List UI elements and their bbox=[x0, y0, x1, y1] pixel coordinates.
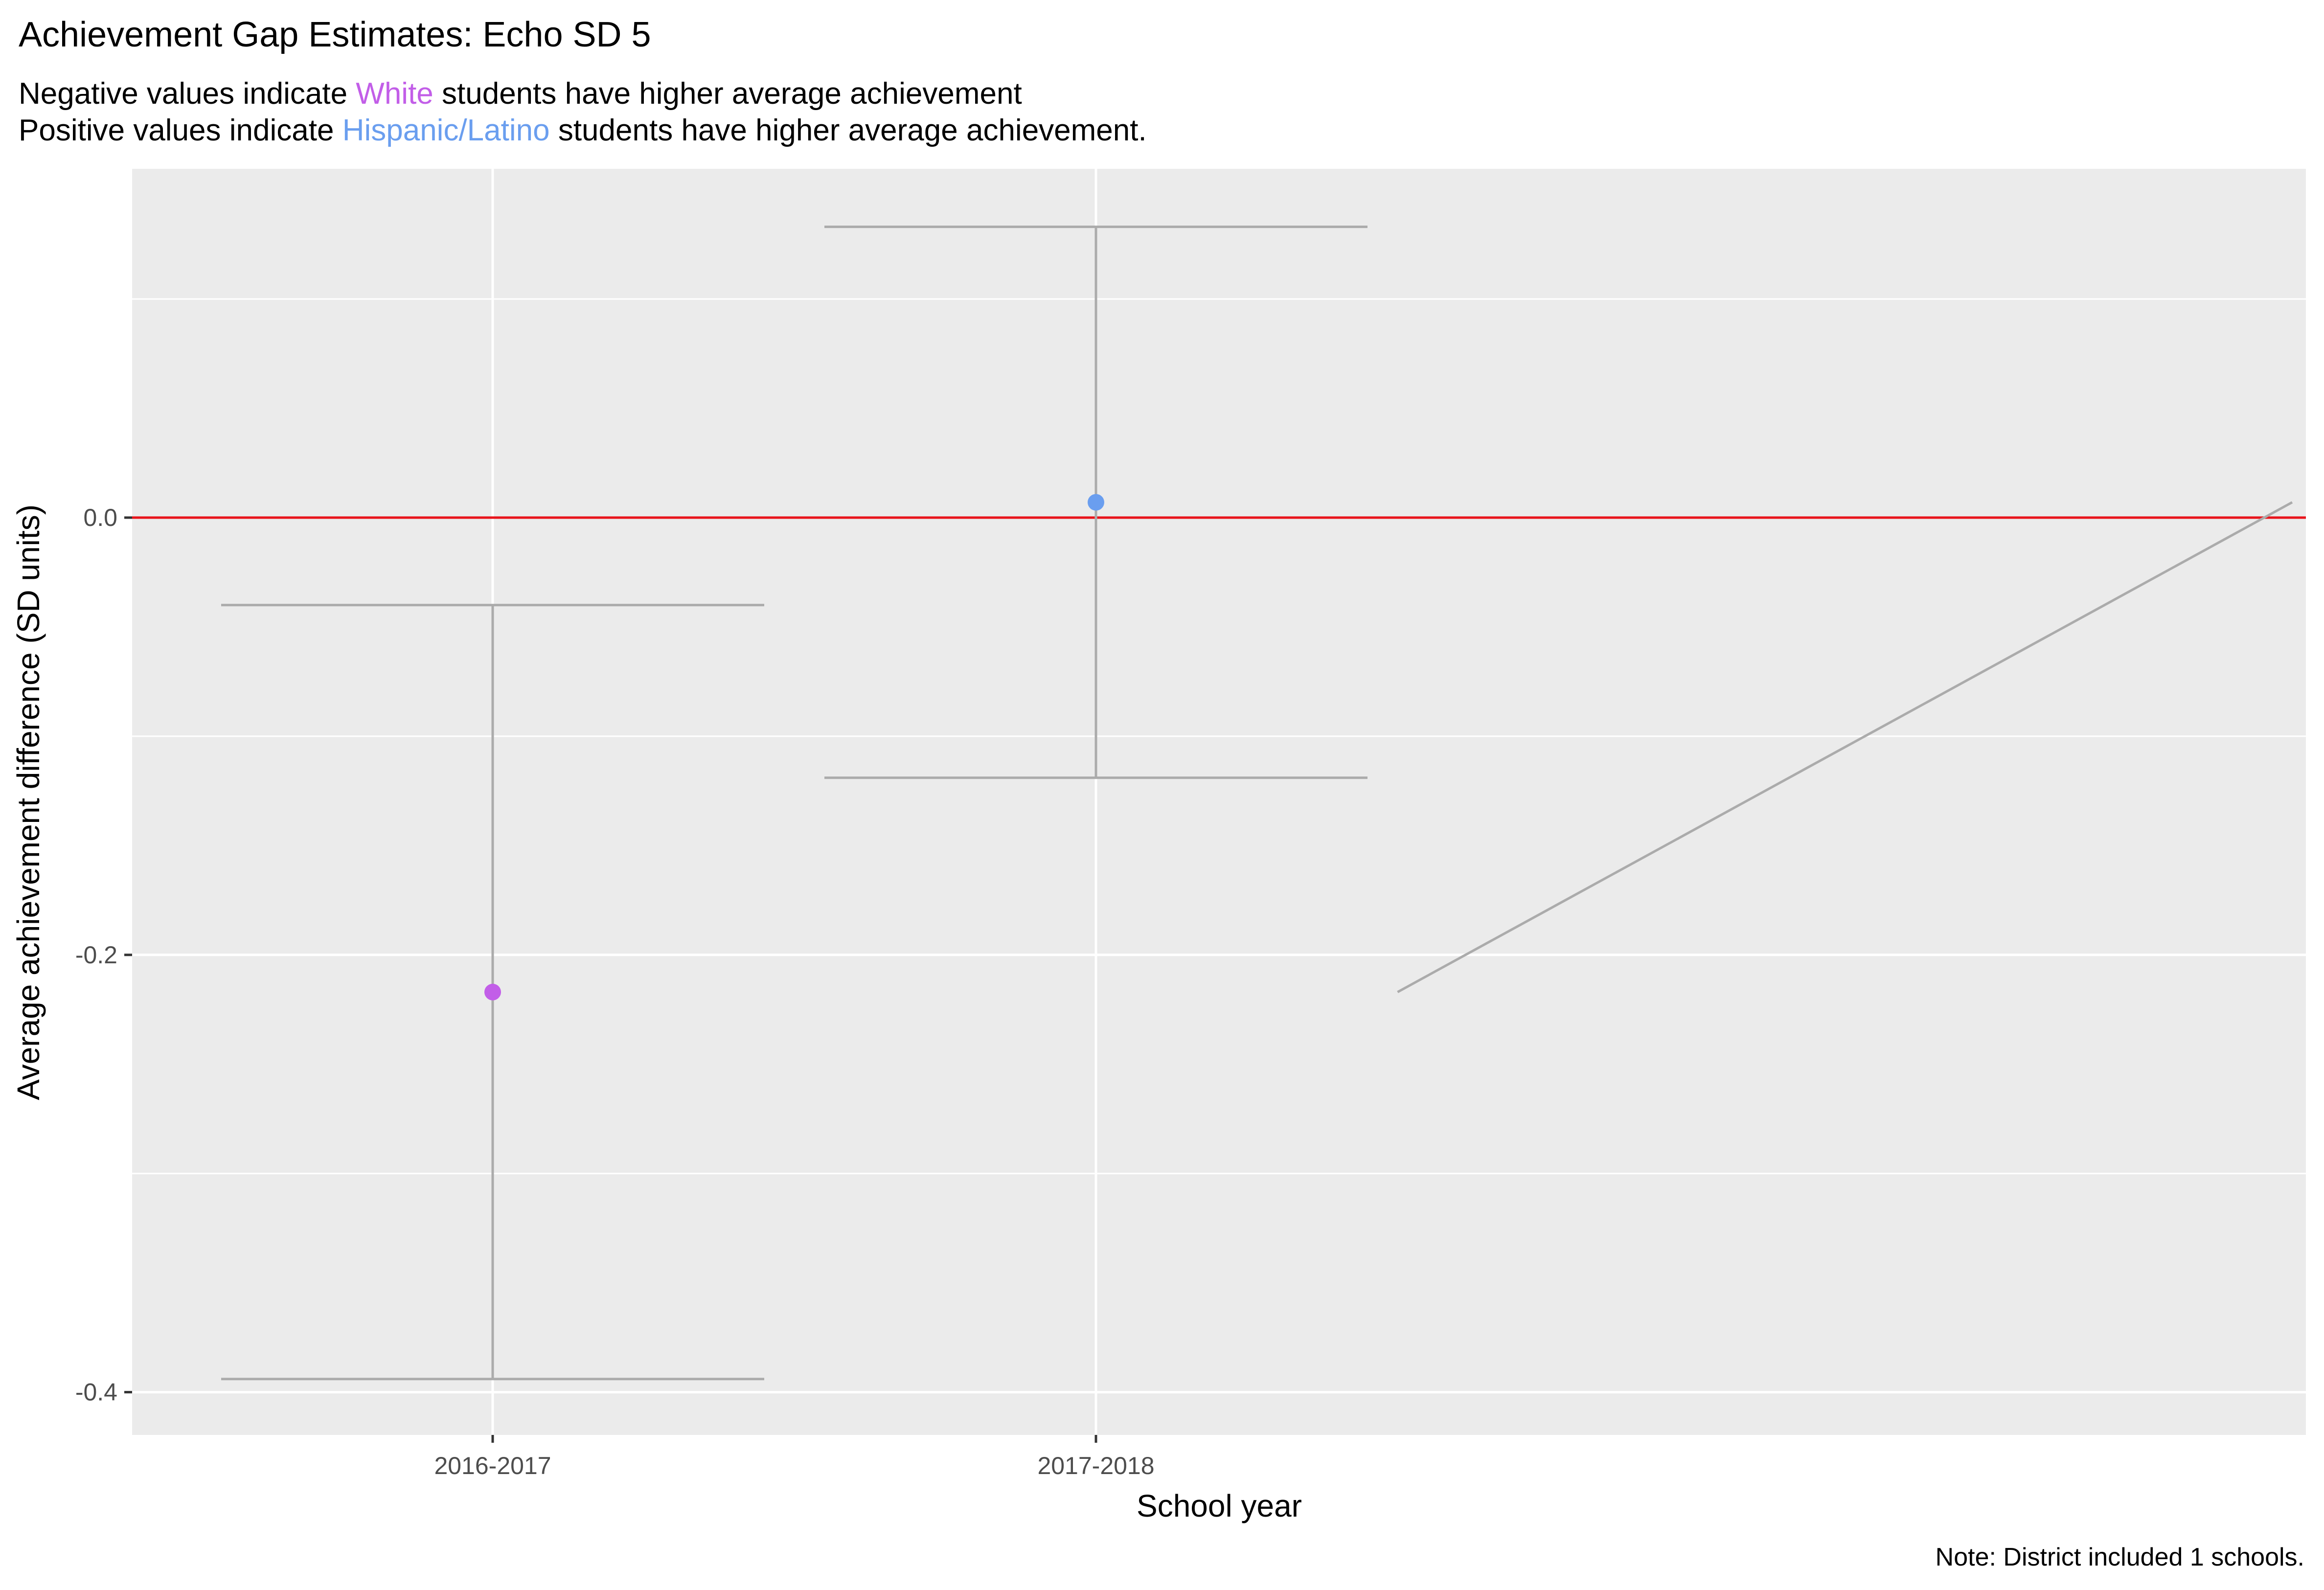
subtitle-2-suffix: students have higher average achievement… bbox=[550, 114, 1147, 147]
y-tick-label: -0.4 bbox=[75, 1379, 117, 1406]
estimate-point bbox=[484, 983, 501, 1000]
estimate-points bbox=[484, 494, 1104, 1000]
plot-panel bbox=[132, 169, 2306, 1435]
subtitle-2-prefix: Positive values indicate bbox=[19, 114, 342, 147]
chart-title: Achievement Gap Estimates: Echo SD 5 bbox=[19, 15, 651, 54]
caption-note: Note: District included 1 schools. bbox=[1936, 1543, 2304, 1571]
y-tick-label: 0.0 bbox=[83, 504, 117, 531]
subtitle-line-1: Negative values indicate White students … bbox=[19, 77, 1022, 111]
subtitle-group-hispanic: Hispanic/Latino bbox=[342, 114, 550, 147]
subtitle-group-white: White bbox=[356, 77, 433, 111]
y-axis-ticks: 0.0 -0.2 -0.4 bbox=[75, 504, 132, 1406]
subtitle-1-suffix: students have higher average achievement bbox=[433, 77, 1022, 111]
x-tick-label: 2017-2018 bbox=[1037, 1452, 1154, 1479]
estimate-point bbox=[1088, 494, 1104, 511]
minor-gridlines bbox=[132, 298, 2306, 1175]
x-axis-ticks: 2016-2017 2017-2018 bbox=[434, 1435, 1155, 1479]
trend-segment bbox=[1397, 501, 2293, 993]
x-axis-title: School year bbox=[1137, 1488, 1302, 1523]
y-axis-title: Average achievement difference (SD units… bbox=[11, 504, 46, 1100]
subtitle-line-2: Positive values indicate Hispanic/Latino… bbox=[19, 114, 1147, 147]
x-tick-label: 2016-2017 bbox=[434, 1452, 551, 1479]
subtitle-1-prefix: Negative values indicate bbox=[19, 77, 356, 111]
y-tick-label: -0.2 bbox=[75, 941, 117, 969]
